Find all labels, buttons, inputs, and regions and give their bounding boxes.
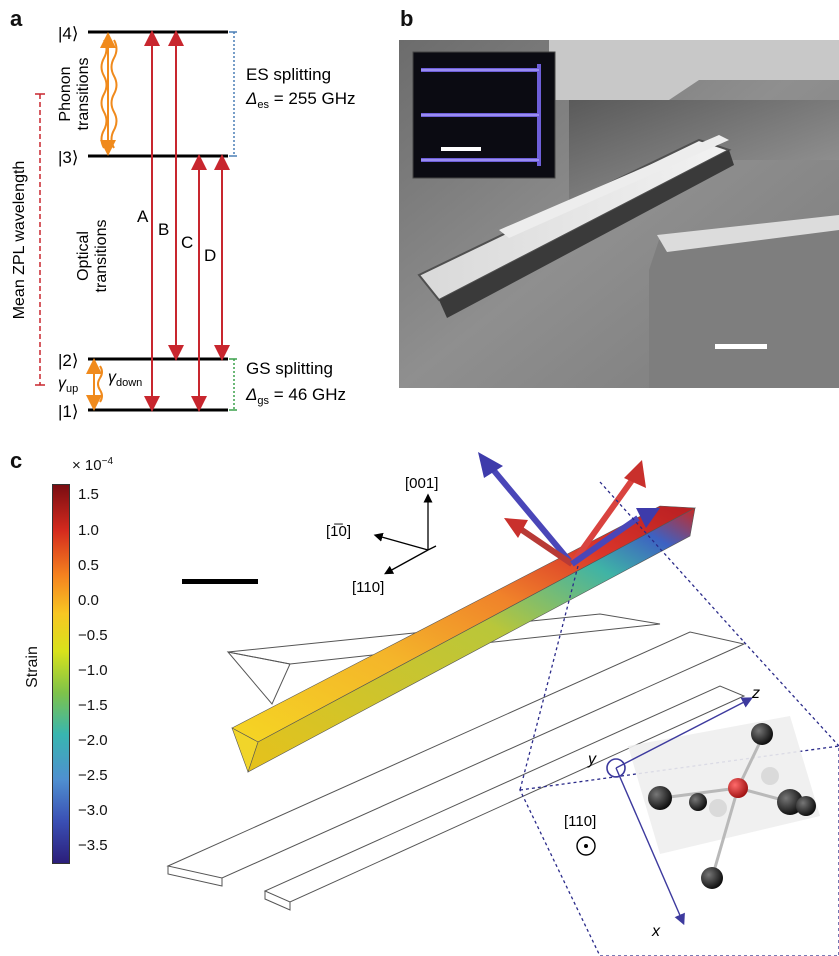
- axis-label-1-10: [1̅0]: [326, 523, 351, 540]
- colorbar-tick: 0.5: [78, 557, 99, 574]
- level-label-3: |3⟩: [58, 148, 79, 167]
- es-splitting-title: ES splitting: [246, 65, 331, 84]
- panel-label-b: b: [400, 6, 414, 31]
- molecule-inset: [519, 697, 839, 956]
- gs-splitting-value: Δgs = 46 GHz: [245, 385, 346, 407]
- phonon-label-line1: Phonon: [57, 66, 74, 121]
- inset-scale-bar: [441, 147, 481, 151]
- transition-label-A: A: [137, 207, 149, 226]
- strained-beam-end: [231, 727, 259, 773]
- colorbar-tick: 1.5: [78, 486, 99, 503]
- level-label-4: |4⟩: [58, 24, 79, 43]
- inset-axis-z: z: [751, 685, 760, 702]
- transition-label-D: D: [204, 246, 216, 265]
- transition-label-C: C: [181, 233, 193, 252]
- inset-projection-lines: [519, 481, 839, 791]
- colorbar-tick: 1.0: [78, 522, 99, 539]
- simulation-scale-bar: [182, 579, 258, 584]
- colorbar-tick: −2.5: [78, 767, 108, 784]
- gs-phonon-wavy: [97, 365, 103, 403]
- level-label-2: |2⟩: [58, 351, 79, 370]
- colorbar-multiplier: × 10−4: [72, 456, 114, 474]
- sem-micrograph: [399, 40, 839, 388]
- colorbar-tick: −3.5: [78, 837, 108, 854]
- level-label-1: |1⟩: [58, 402, 79, 421]
- gamma-down-label: γdown: [108, 369, 142, 389]
- phonon-label-line2: transitions: [75, 58, 92, 131]
- phonon-wavy-2: [100, 39, 108, 149]
- axis-label-001: [001]: [405, 475, 438, 492]
- colorbar-tick: −0.5: [78, 627, 108, 644]
- colorbar-tick: −3.0: [78, 802, 108, 819]
- dipole-arrows: [478, 452, 660, 567]
- gs-splitting-title: GS splitting: [246, 359, 333, 378]
- optical-label-line2: transitions: [93, 220, 110, 293]
- panel-label-a: a: [10, 6, 23, 31]
- colorbar-tick: −2.0: [78, 732, 108, 749]
- sem-drawing: [399, 40, 839, 388]
- strained-beam-top: [231, 505, 697, 743]
- colorbar-tick: −1.0: [78, 662, 108, 679]
- phonon-wavy-1: [110, 39, 118, 149]
- transition-label-B: B: [158, 220, 169, 239]
- out-of-plane-icon: [576, 836, 596, 856]
- sem-scale-bar: [715, 344, 767, 349]
- colorbar-tick: −1.5: [78, 697, 108, 714]
- panel-label-c: c: [10, 448, 23, 473]
- inset-direction-label: [110]: [564, 813, 596, 830]
- optical-label-line1: Optical: [75, 231, 92, 281]
- inset-axis-y: y: [587, 751, 597, 768]
- colorbar-tick: 0.0: [78, 592, 99, 609]
- es-splitting-value: Δes = 255 GHz: [245, 89, 356, 111]
- crystal-axes: [373, 493, 437, 575]
- fluorescence-inset: [412, 51, 556, 179]
- strained-beam-side: [247, 507, 696, 773]
- gamma-up-label: γup: [58, 375, 78, 395]
- inset-axis-x: x: [651, 923, 661, 940]
- zpl-label: Mean ZPL wavelength: [11, 161, 28, 320]
- strain-simulation: [001] [1̅0] [110]: [166, 452, 839, 956]
- energy-level-diagram: |4⟩ |3⟩ |2⟩ |1⟩ Phonon transitions γup γ…: [11, 24, 356, 421]
- colorbar-ticks: 1.5 1.0 0.5 0.0 −0.5 −1.0 −1.5 −2.0 −2.5…: [72, 484, 132, 864]
- axis-label-110: [110]: [352, 579, 384, 596]
- colorbar-gradient: [52, 484, 70, 864]
